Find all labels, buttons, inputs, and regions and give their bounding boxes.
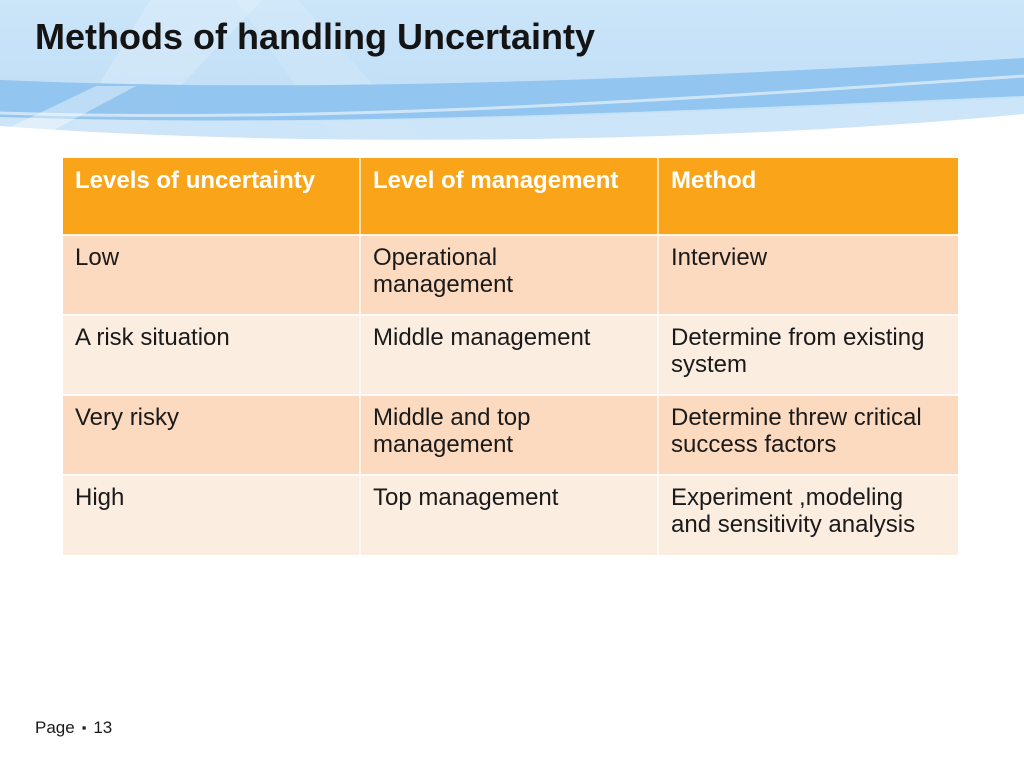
table-cell: Middle management [359,315,658,396]
table-cell: Operational management [359,235,658,316]
page-title: Methods of handling Uncertainty [35,16,596,57]
table-cell: Determine from existing system [657,315,958,396]
table-row: Low Operational management Interview [63,235,958,316]
column-header: Level of management [359,158,658,236]
table-cell: Middle and top management [359,395,658,476]
table-row: Very risky Middle and top management Deter… [63,395,958,476]
table-row: High Top management Experiment ,modeling a… [63,475,958,555]
footer-page-number: 13 [93,718,113,737]
table-cell: A risk situation [63,315,360,396]
header-wave-graphic [0,0,1024,172]
table-cell: Experiment ,modeling and sensitivity ana… [657,475,958,555]
table-header-row: Levels of uncertainty Level of management… [63,158,958,236]
footer-bullet-icon: ▪ [81,720,87,735]
table-cell: Low [63,235,360,316]
table-row: A risk situation Middle management Determi… [63,315,958,396]
uncertainty-table: Levels of uncertainty Level of management… [63,158,958,555]
table-cell: Top management [359,475,658,555]
table-cell: Determine threw critical success factors [657,395,958,476]
table-cell: High [63,475,360,555]
footer-page-label: Page [35,718,75,737]
table-cell: Interview [657,235,958,316]
page-footer: Page ▪ 13 [35,718,112,738]
column-header: Method [657,158,958,236]
table-cell: Very risky [63,395,360,476]
column-header: Levels of uncertainty [63,158,360,236]
